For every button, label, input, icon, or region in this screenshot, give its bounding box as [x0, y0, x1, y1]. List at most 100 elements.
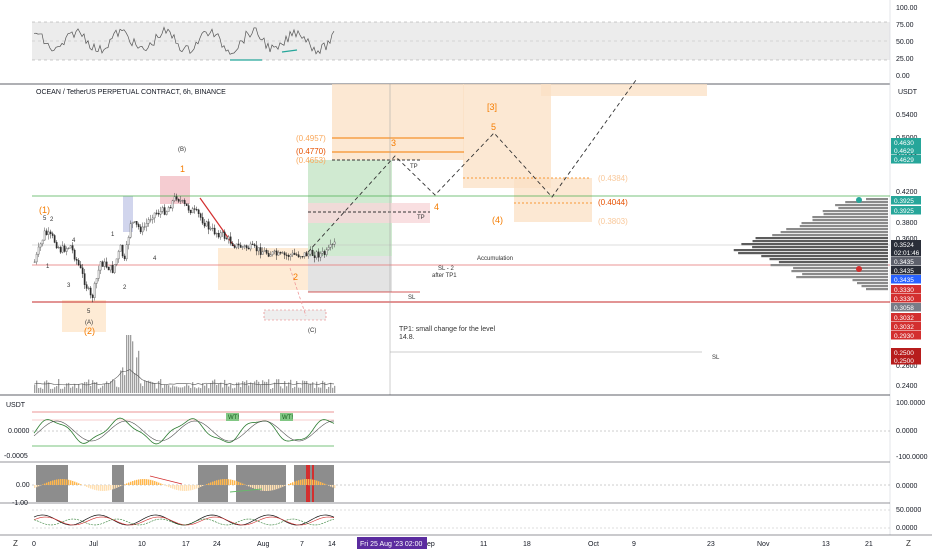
volume-bar	[332, 387, 334, 393]
candle-body	[51, 233, 54, 236]
volume-bar	[178, 387, 180, 393]
volume-bar	[250, 382, 252, 393]
osc2-hist-bar	[248, 485, 250, 487]
candle-body	[127, 237, 130, 245]
volume-bar	[190, 387, 192, 393]
osc2-hist-bar	[56, 479, 58, 485]
volume-bar	[296, 381, 298, 393]
candle-body	[259, 247, 262, 255]
candle-body	[197, 209, 200, 214]
mini-label-1: 1	[111, 232, 115, 238]
sub-label-1: 1	[46, 264, 50, 270]
osc2-hist-bar	[198, 485, 200, 488]
candle-body	[255, 245, 258, 252]
osc2-hist-bar	[206, 484, 208, 485]
osc2-hist-bar	[98, 485, 100, 491]
volume-bar	[196, 388, 198, 393]
wt-badge-2	[280, 413, 293, 421]
volume-bar	[172, 385, 174, 393]
osc2-hist-bar	[124, 484, 126, 485]
volume-bar	[310, 383, 312, 393]
volume-bar	[224, 379, 226, 393]
candle-body	[201, 217, 204, 224]
candle-body	[189, 210, 192, 214]
candle-body	[239, 244, 242, 248]
rsi-axis-label: 0.00	[896, 73, 910, 80]
volume-bar	[34, 385, 36, 393]
candle-body	[165, 211, 168, 215]
volume-profile-bar	[861, 285, 888, 288]
volume-profile-bar	[741, 243, 888, 246]
price-badge	[891, 155, 921, 164]
candle-body	[289, 254, 292, 257]
candle-body	[129, 223, 132, 238]
candle-body	[333, 241, 336, 245]
volume-bar	[270, 388, 272, 393]
price-badge	[891, 313, 921, 322]
volume-bar	[92, 380, 94, 393]
candle-body	[113, 264, 116, 273]
candle-body	[47, 231, 50, 235]
osc2-hist-bar	[264, 485, 266, 491]
candle-body	[103, 261, 106, 267]
osc2-hist-bar	[110, 485, 112, 490]
candle-body	[65, 248, 68, 252]
candle-body	[173, 196, 176, 201]
osc2-hist-bar	[278, 485, 280, 489]
volume-bar	[90, 385, 92, 393]
osc2-hist-bar	[60, 479, 62, 485]
osc1-axis-left: 0.0000	[8, 428, 30, 435]
candle-body	[93, 283, 96, 298]
candle-body	[323, 251, 326, 255]
volume-bar	[314, 388, 316, 393]
osc2-hist-bar	[90, 485, 92, 489]
volume-bar	[182, 387, 184, 393]
price-badge-label: 0.3058	[894, 305, 914, 312]
time-axis-label: 23	[707, 541, 715, 548]
time-axis-label: Aug	[257, 541, 270, 548]
osc2-hist-bar	[152, 480, 154, 485]
osc3-line-green	[33, 518, 335, 526]
volume-bar	[56, 386, 58, 393]
wt-badge-1-text: WT!	[228, 415, 239, 421]
volume-profile-bar	[769, 258, 888, 261]
candle-body	[205, 221, 208, 227]
time-axis-label: 0	[32, 541, 36, 548]
wt-badge-1	[226, 413, 239, 421]
candle-body	[105, 261, 108, 268]
price-badge	[891, 294, 921, 303]
candle-body	[231, 243, 234, 246]
volume-bar	[88, 379, 90, 393]
osc2-hist-bar	[94, 485, 96, 490]
candle-body	[261, 251, 264, 255]
symbol-title: OCEAN / TetherUS PERPETUAL CONTRACT, 6h,…	[36, 89, 226, 96]
candle-body	[157, 213, 160, 215]
level-4653: (0.4653)	[296, 156, 326, 165]
time-axis-label: 10	[138, 541, 146, 548]
osc2-hist-bar	[170, 485, 172, 488]
rsi-axis-label: 75.00	[896, 22, 914, 29]
osc2-hist-bar	[300, 479, 302, 485]
volume-profile	[733, 198, 888, 291]
osc1-axis-left: -0.0005	[4, 453, 28, 460]
candle-body	[125, 244, 128, 260]
osc2-hist-bar	[178, 485, 180, 491]
osc2-hist-bar	[192, 485, 194, 490]
osc2-hist-bar	[78, 483, 80, 485]
candle-body	[121, 244, 124, 257]
volume-bar	[222, 387, 224, 393]
osc2-hist-bar	[296, 480, 298, 485]
osc2-hist-bar	[282, 485, 284, 487]
price-badge	[891, 266, 921, 275]
osc2-hist-bar	[284, 485, 286, 486]
candle-body	[95, 278, 98, 284]
settings-icon[interactable]: Z	[906, 539, 911, 548]
osc2-hist-bar	[128, 482, 130, 485]
candle-body	[181, 200, 184, 202]
price-badge-label: 0.2930	[894, 333, 914, 340]
volume-bar	[176, 386, 178, 393]
candle-body	[123, 255, 126, 260]
osc2-hist-bar	[218, 479, 220, 485]
candle-body	[303, 252, 306, 257]
volume-bar	[140, 383, 142, 393]
